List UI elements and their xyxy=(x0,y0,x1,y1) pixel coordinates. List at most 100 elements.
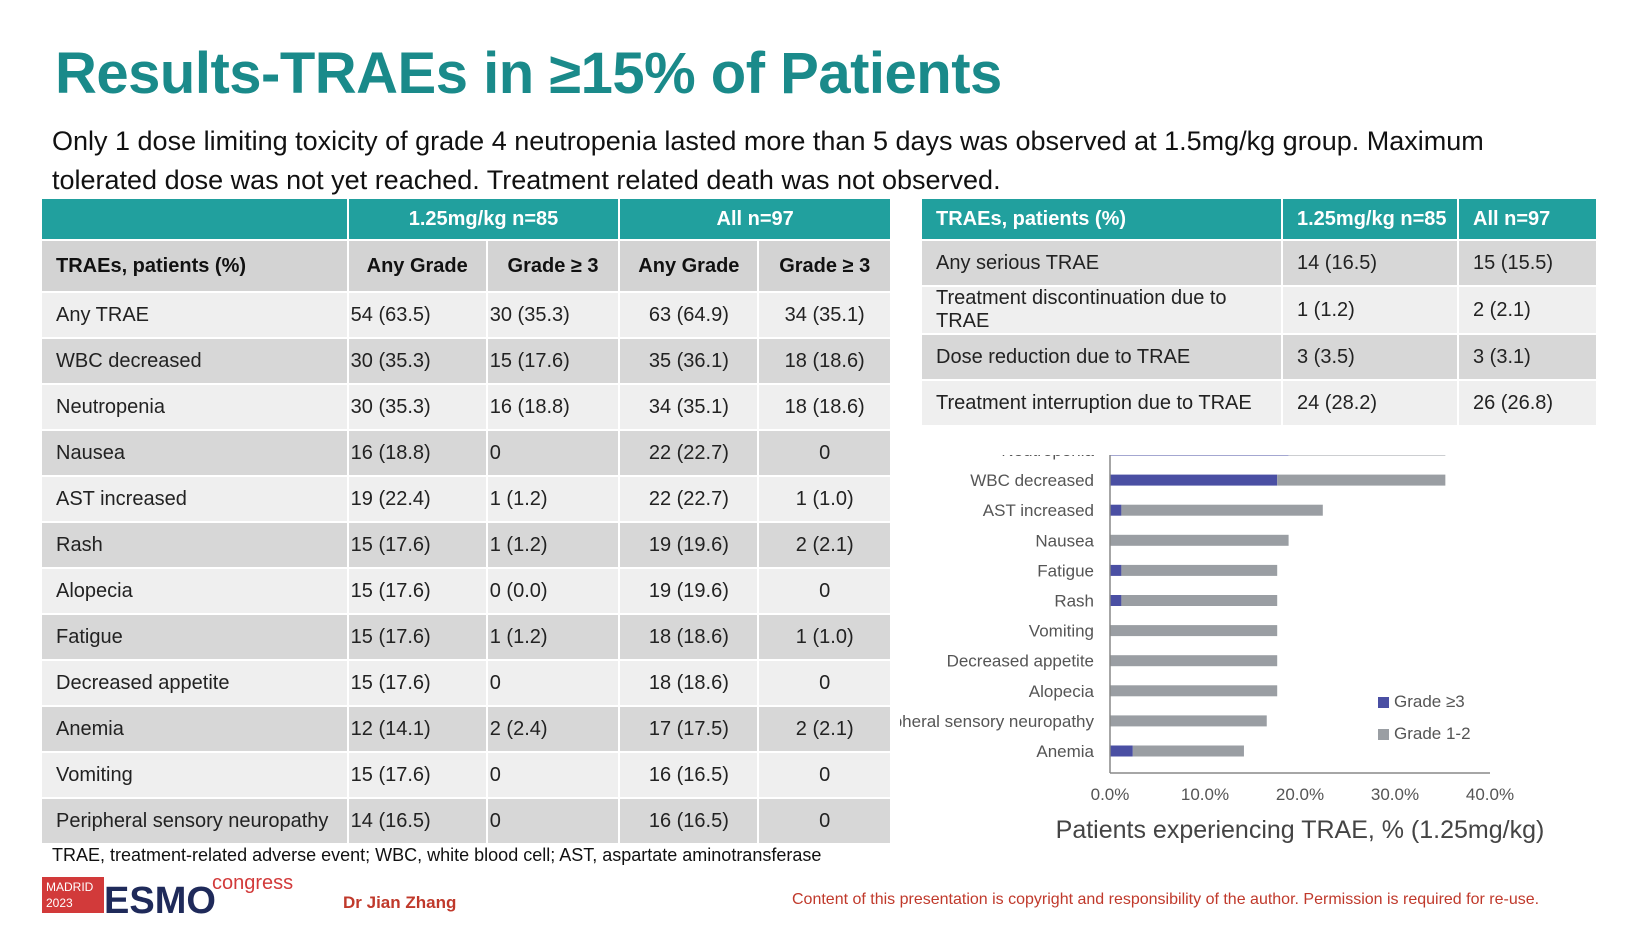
bar-grade12 xyxy=(1110,535,1289,546)
table-cell: 24 (28.2) xyxy=(1283,381,1457,425)
trae-table-body: Any TRAE54 (63.5)30 (35.3)63 (64.9)34 (3… xyxy=(42,293,890,843)
table-cell: 19 (19.6) xyxy=(620,569,757,613)
table-cell: 12 (14.1) xyxy=(349,707,486,751)
category-label: Decreased appetite xyxy=(947,652,1094,671)
table-cell: 3 (3.5) xyxy=(1283,335,1457,379)
col-header-grade3-all: Grade ≥ 3 xyxy=(759,241,890,291)
table-cell: 15 (17.6) xyxy=(349,523,486,567)
table-row: Neutropenia30 (35.3)16 (18.8)34 (35.1)18… xyxy=(42,385,890,429)
table-cell: 19 (19.6) xyxy=(620,523,757,567)
table-cell: 1 (1.2) xyxy=(488,523,619,567)
logo-city: MADRID xyxy=(46,880,94,894)
category-label: Peripheral sensory neuropathy xyxy=(900,712,1094,731)
bar-grade12 xyxy=(1133,746,1244,757)
table-cell: 17 (17.5) xyxy=(620,707,757,751)
row-label: Decreased appetite xyxy=(42,661,347,705)
table-cell: 0 xyxy=(488,799,619,843)
col-header-any-grade-all: Any Grade xyxy=(620,241,757,291)
bar-grade12 xyxy=(1110,685,1277,696)
serious-table-row: Treatment interruption due to TRAE24 (28… xyxy=(922,381,1596,425)
table-cell: 18 (18.6) xyxy=(620,615,757,659)
table-cell: 18 (18.6) xyxy=(620,661,757,705)
table-cell: 3 (3.1) xyxy=(1459,335,1596,379)
serious-header-row: TRAEs, patients (%) 1.25mg/kg n=85 All n… xyxy=(922,199,1596,239)
table-cell: 16 (16.5) xyxy=(620,799,757,843)
table-cell: 22 (22.7) xyxy=(620,477,757,521)
copyright-notice: Content of this presentation is copyrigh… xyxy=(792,891,1539,909)
row-label: Anemia xyxy=(42,707,347,751)
bar-grade3 xyxy=(1110,565,1121,576)
trae-table: 1.25mg/kg n=85 All n=97 TRAEs, patients … xyxy=(40,197,892,845)
author-name: Dr Jian Zhang xyxy=(343,893,456,913)
table-cell: 2 (2.1) xyxy=(759,523,890,567)
table-cell: 63 (64.9) xyxy=(620,293,757,337)
table-cell: 30 (35.3) xyxy=(349,385,486,429)
column-header-row: TRAEs, patients (%) Any Grade Grade ≥ 3 … xyxy=(42,241,890,291)
table-cell: 15 (15.5) xyxy=(1459,241,1596,285)
category-label: Nausea xyxy=(1035,531,1094,550)
row-label: Any serious TRAE xyxy=(922,241,1281,285)
serious-table-row: Any serious TRAE14 (16.5)15 (15.5) xyxy=(922,241,1596,285)
table-cell: 15 (17.6) xyxy=(349,615,486,659)
row-label: Nausea xyxy=(42,431,347,475)
x-tick-label: 20.0% xyxy=(1276,785,1324,804)
category-label: Vomiting xyxy=(1029,622,1094,641)
table-cell: 14 (16.5) xyxy=(1283,241,1457,285)
serious-table-body: Any serious TRAE14 (16.5)15 (15.5) Treatm… xyxy=(922,241,1596,425)
table-row: Nausea16 (18.8)022 (22.7)0 xyxy=(42,431,890,475)
table-cell: 16 (16.5) xyxy=(620,753,757,797)
col-header-any-grade-125: Any Grade xyxy=(349,241,486,291)
row-label: Dose reduction due to TRAE xyxy=(922,335,1281,379)
row-label: WBC decreased xyxy=(42,339,347,383)
bar-grade12 xyxy=(1121,505,1322,516)
row-label: Any TRAE xyxy=(42,293,347,337)
table-cell: 1 (1.2) xyxy=(1283,287,1457,333)
category-label: Alopecia xyxy=(1029,682,1095,701)
table-row: Vomiting15 (17.6)016 (16.5)0 xyxy=(42,753,890,797)
bar-grade12 xyxy=(1110,625,1277,636)
slide-subtitle: Only 1 dose limiting toxicity of grade 4… xyxy=(52,122,1572,200)
table-cell: 30 (35.3) xyxy=(349,339,486,383)
table-cell: 16 (18.8) xyxy=(488,385,619,429)
table-cell: 2 (2.4) xyxy=(488,707,619,751)
category-label: AST increased xyxy=(983,501,1094,520)
x-tick-label: 40.0% xyxy=(1466,785,1514,804)
legend-swatch xyxy=(1378,697,1389,708)
logo-year: 2023 xyxy=(46,896,73,910)
group-header-all: All n=97 xyxy=(620,199,890,239)
table-row: Decreased appetite15 (17.6)018 (18.6)0 xyxy=(42,661,890,705)
table-cell: 15 (17.6) xyxy=(349,753,486,797)
serious-header-all: All n=97 xyxy=(1459,199,1596,239)
row-label: Rash xyxy=(42,523,347,567)
table-cell: 0 xyxy=(759,431,890,475)
table-cell: 0 xyxy=(488,753,619,797)
serious-trae-table: TRAEs, patients (%) 1.25mg/kg n=85 All n… xyxy=(920,197,1598,427)
table-row: Peripheral sensory neuropathy14 (16.5)01… xyxy=(42,799,890,843)
col-header-grade3-125: Grade ≥ 3 xyxy=(488,241,619,291)
row-label: Treatment interruption due to TRAE xyxy=(922,381,1281,425)
table-row: WBC decreased30 (35.3)15 (17.6)35 (36.1)… xyxy=(42,339,890,383)
table-row: Fatigue15 (17.6)1 (1.2)18 (18.6)1 (1.0) xyxy=(42,615,890,659)
table-cell: 34 (35.1) xyxy=(620,385,757,429)
esmo-logo: MADRID 2023 ESMO congress xyxy=(42,873,302,933)
row-label: Neutropenia xyxy=(42,385,347,429)
table-cell: 18 (18.6) xyxy=(759,385,890,429)
row-label: AST increased xyxy=(42,477,347,521)
table-row: Rash15 (17.6)1 (1.2)19 (19.6)2 (2.1) xyxy=(42,523,890,567)
category-label: Neutropenia xyxy=(1001,455,1094,460)
row-label: Vomiting xyxy=(42,753,347,797)
table-cell: 1 (1.0) xyxy=(759,477,890,521)
table-row: AST increased19 (22.4)1 (1.2)22 (22.7)1 … xyxy=(42,477,890,521)
table-cell: 0 (0.0) xyxy=(488,569,619,613)
x-tick-label: 0.0% xyxy=(1091,785,1130,804)
table-cell: 15 (17.6) xyxy=(488,339,619,383)
x-axis-label: Patients experiencing TRAE, % (1.25mg/kg… xyxy=(1056,816,1545,844)
x-tick-labels: 0.0%10.0%20.0%30.0%40.0% xyxy=(1091,785,1514,804)
legend-label: Grade 1-2 xyxy=(1394,724,1471,743)
category-label: Rash xyxy=(1054,592,1094,611)
bar-grade3 xyxy=(1110,505,1121,516)
bar-grade12 xyxy=(1289,455,1446,456)
serious-header-125: 1.25mg/kg n=85 xyxy=(1283,199,1457,239)
bar-grade12 xyxy=(1277,475,1445,486)
table-cell: 0 xyxy=(488,661,619,705)
